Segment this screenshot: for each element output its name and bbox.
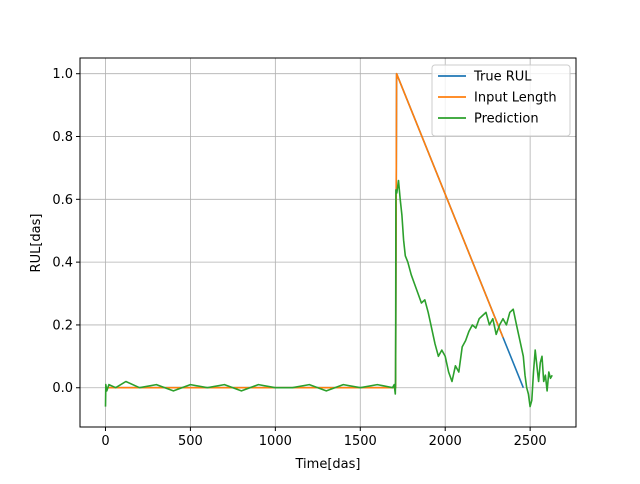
legend-label: Input Length — [474, 91, 557, 106]
x-tick-label: 2000 — [429, 434, 462, 449]
x-tick-label: 0 — [101, 434, 109, 449]
x-tick-label: 1500 — [344, 434, 377, 449]
x-axis: 0 500 1000 1500 2000 2500 — [101, 427, 547, 449]
legend-label: True RUL — [473, 70, 532, 85]
plot-frame — [79, 57, 577, 428]
series-line-prediction — [104, 179, 553, 408]
y-tick-label: 1.0 — [52, 67, 73, 82]
y-tick-label: 0.4 — [52, 256, 73, 271]
y-tick-label: 0.6 — [52, 193, 73, 208]
grid — [80, 58, 576, 427]
legend: True RUL Input Length Prediction — [431, 64, 571, 137]
x-tick-label: 1000 — [259, 434, 292, 449]
y-axis: 0.0 0.2 0.4 0.6 0.8 1.0 — [52, 67, 80, 396]
y-axis-label: RUL[das] — [29, 214, 44, 273]
legend-label: Prediction — [474, 112, 539, 127]
x-tick-label: 500 — [178, 434, 203, 449]
y-tick-label: 0.2 — [52, 318, 73, 333]
y-tick-label: 0.8 — [52, 130, 73, 145]
legend-box — [431, 64, 571, 137]
y-tick-label: 0.0 — [52, 381, 73, 396]
series-lines — [104, 72, 553, 408]
x-axis-label: Time[das] — [295, 457, 361, 472]
x-tick-label: 2500 — [514, 434, 547, 449]
